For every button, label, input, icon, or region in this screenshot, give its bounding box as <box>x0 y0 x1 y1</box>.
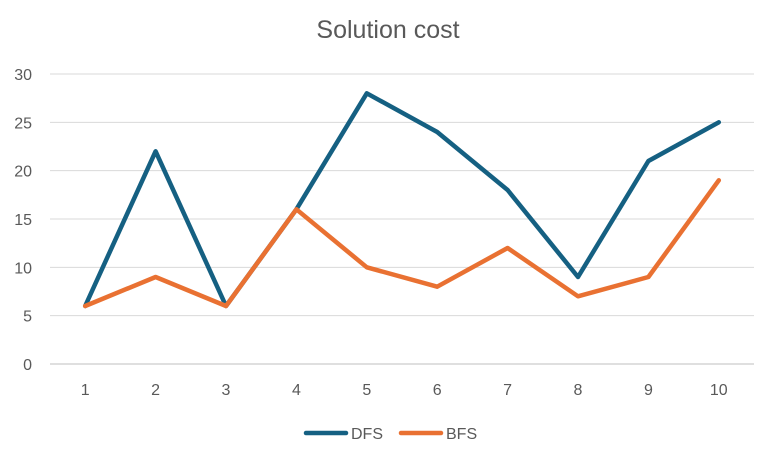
gridlines <box>50 73 754 365</box>
y-axis-ticks: 0 5 10 15 20 25 30 <box>14 67 32 374</box>
series-lines <box>82 91 722 309</box>
x-axis-ticks: 1 2 3 4 5 6 7 8 9 10 <box>81 382 728 399</box>
x-tick-label: 1 <box>81 382 90 399</box>
y-tick-label: 0 <box>23 357 32 374</box>
y-tick-label: 15 <box>14 212 32 229</box>
series-line-dfs <box>82 91 722 309</box>
x-tick-label: 5 <box>362 382 371 399</box>
x-tick-label: 4 <box>292 382 301 399</box>
x-tick-label: 2 <box>151 382 160 399</box>
legend: DFS BFS <box>303 426 477 443</box>
y-tick-label: 25 <box>14 115 32 132</box>
x-tick-label: 8 <box>574 382 583 399</box>
chart-title: Solution cost <box>316 16 459 44</box>
x-tick-label: 10 <box>710 382 728 399</box>
y-tick-label: 5 <box>23 309 32 326</box>
x-tick-label: 7 <box>503 382 512 399</box>
y-tick-label: 10 <box>14 260 32 277</box>
series-line-bfs <box>82 178 722 309</box>
x-tick-label: 3 <box>222 382 231 399</box>
x-tick-label: 6 <box>433 382 442 399</box>
y-tick-label: 30 <box>14 67 32 84</box>
y-tick-label: 20 <box>14 164 32 181</box>
legend-label-dfs: DFS <box>351 426 383 443</box>
x-tick-label: 9 <box>644 382 653 399</box>
legend-label-bfs: BFS <box>446 426 477 443</box>
